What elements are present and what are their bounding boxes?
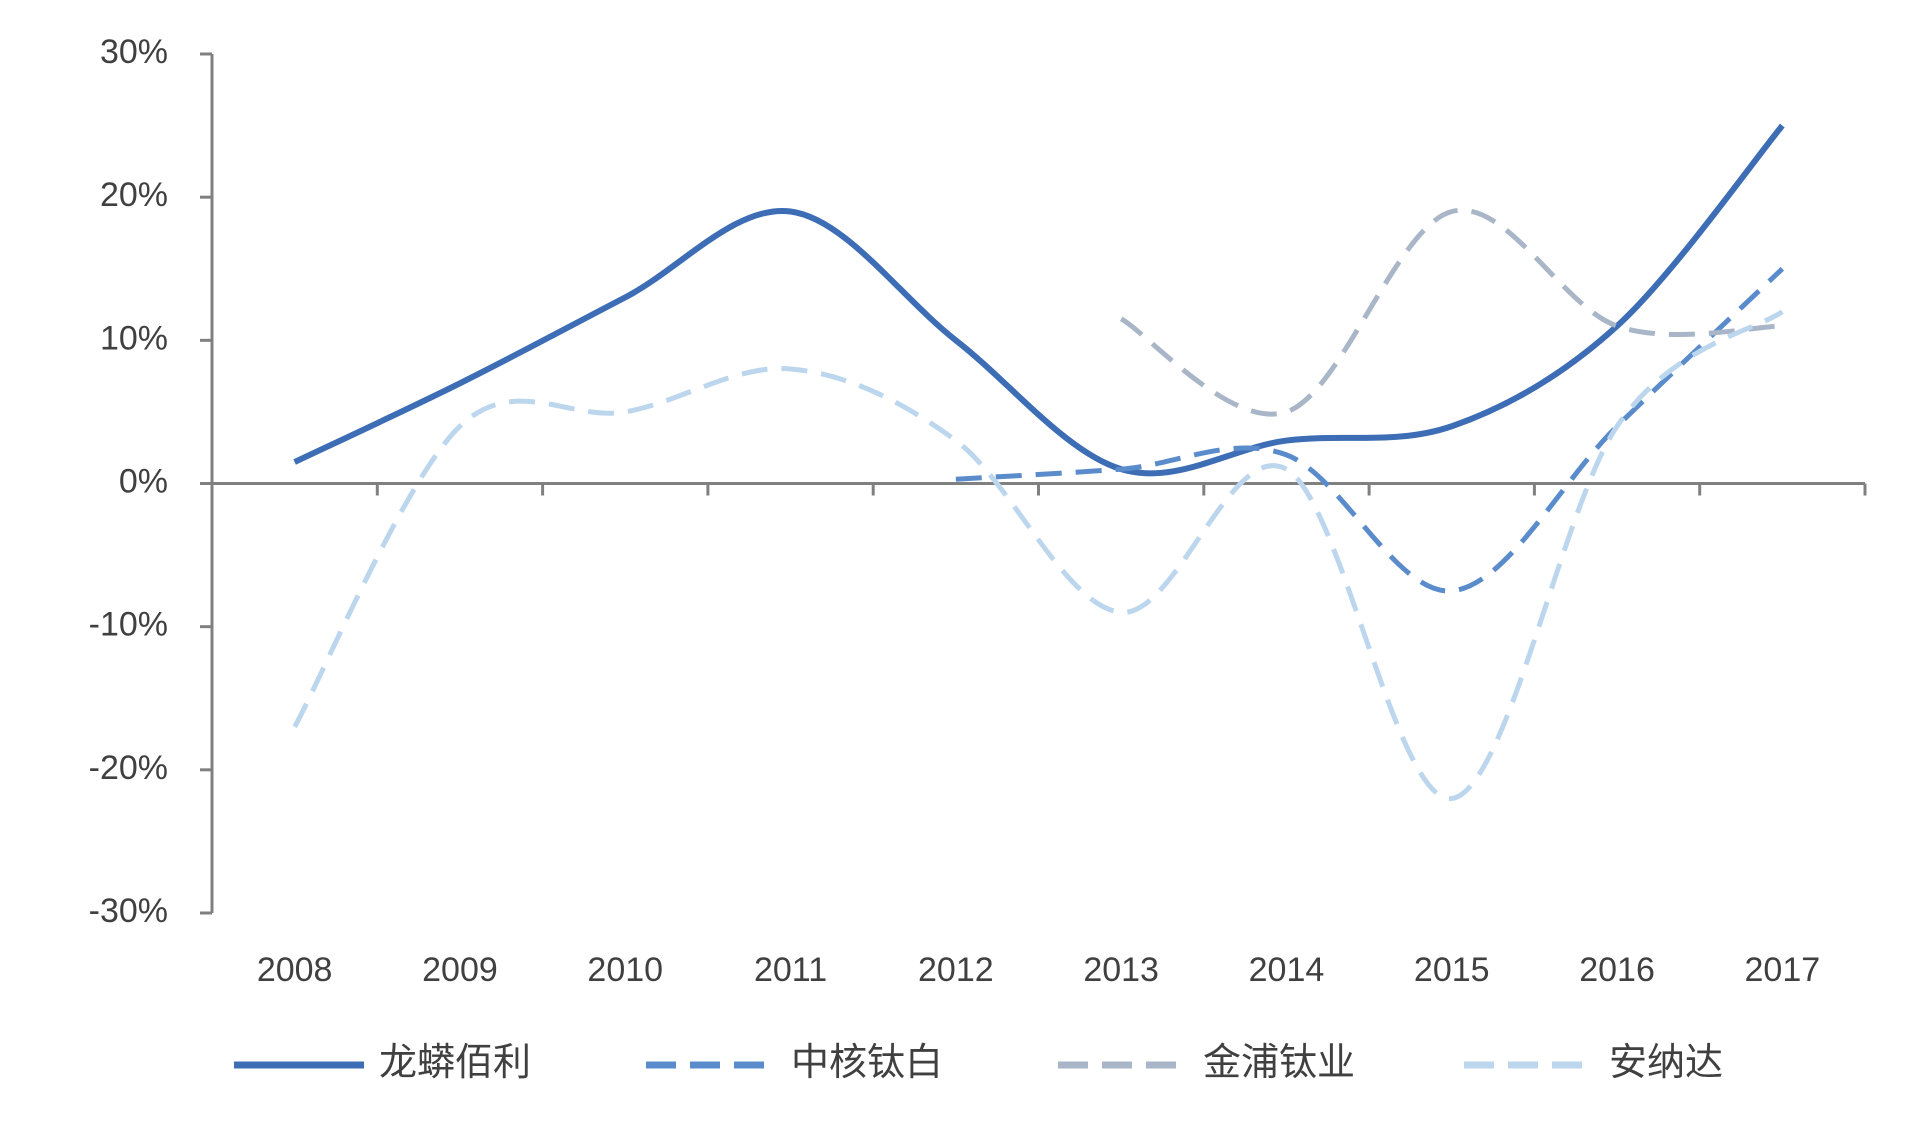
x-tick-label: 2011 [754, 951, 827, 989]
series-line [1119, 207, 1783, 417]
y-tick-label: -30% [89, 892, 168, 930]
legend-text: 金浦钛业 [1203, 1042, 1355, 1084]
series-line [955, 266, 1785, 594]
legend-text: 安纳达 [1609, 1042, 1723, 1084]
y-tick-label: 0% [119, 462, 168, 500]
y-tick-label: 10% [100, 319, 168, 357]
y-tick-label: 30% [100, 33, 168, 71]
x-tick-label: 2016 [1579, 951, 1655, 989]
y-tick-label: -10% [89, 606, 168, 644]
x-tick-label: 2013 [1083, 951, 1159, 989]
x-tick-label: 2008 [257, 951, 333, 989]
x-tick-label: 2017 [1745, 951, 1821, 989]
x-tick-label: 2015 [1414, 951, 1490, 989]
legend-text: 中核钛白 [791, 1042, 943, 1084]
x-tick-label: 2009 [422, 951, 498, 989]
y-tick-label: 20% [100, 176, 168, 214]
x-tick-label: 2010 [587, 951, 663, 989]
series-line [292, 309, 1784, 801]
legend-text: 龙蟒佰利 [379, 1042, 531, 1084]
series-line [293, 123, 1785, 477]
y-tick-label: -20% [89, 749, 168, 787]
x-tick-label: 2012 [918, 951, 994, 989]
x-tick-label: 2014 [1249, 951, 1325, 989]
